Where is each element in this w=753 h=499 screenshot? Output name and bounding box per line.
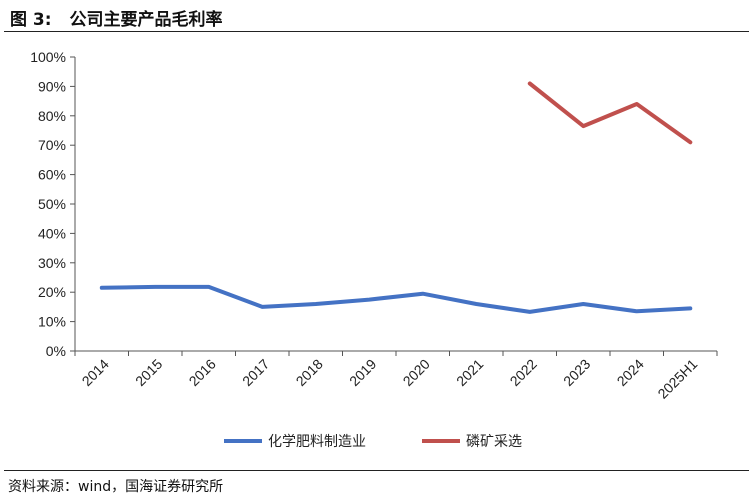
chart: 0% 10% 20% 30% 40% 50% 60% 70% 80% 90% 100% 2014 201… bbox=[30, 49, 718, 450]
x-tick-label: 2014 bbox=[79, 356, 112, 389]
chart-axes: 0% 10% 20% 30% 40% 50% 60% 70% 80% 90% 100% 2014 201… bbox=[30, 49, 718, 402]
x-tick-label: 2017 bbox=[239, 356, 272, 389]
x-tick-label: 2021 bbox=[453, 356, 486, 389]
y-tick-label: 80% bbox=[38, 108, 66, 124]
y-tick-label: 50% bbox=[38, 196, 66, 212]
y-tick-label: 100% bbox=[30, 49, 66, 65]
x-tick-label: 2023 bbox=[560, 356, 593, 389]
y-tick-label: 20% bbox=[38, 284, 66, 300]
y-tick-label: 90% bbox=[38, 78, 66, 94]
y-tick-label: 30% bbox=[38, 255, 66, 271]
y-tick-label: 70% bbox=[38, 137, 66, 153]
x-tick-label: 2018 bbox=[293, 356, 326, 389]
legend-label-1: 磷矿采选 bbox=[466, 434, 522, 450]
x-tick-label: 2022 bbox=[507, 356, 540, 389]
y-tick-label: 60% bbox=[38, 167, 66, 183]
x-tick-label: 2019 bbox=[346, 356, 379, 389]
x-tick-label: 2015 bbox=[132, 356, 165, 389]
y-tick-label: 0% bbox=[46, 343, 66, 359]
top-rule bbox=[4, 31, 749, 32]
series-line-1 bbox=[527, 81, 693, 145]
chart-legend: 化学肥料制造业 磷矿采选 bbox=[224, 434, 522, 450]
figure-number: 图 3: bbox=[10, 9, 52, 30]
y-tick-label: 10% bbox=[38, 314, 66, 330]
figure-header: 图 3: 公司主要产品毛利率 bbox=[10, 4, 743, 30]
legend-label-0: 化学肥料制造业 bbox=[268, 434, 366, 450]
x-tick-label: 2020 bbox=[400, 356, 433, 389]
x-tick-label: 2024 bbox=[614, 356, 647, 389]
bottom-rule bbox=[4, 470, 749, 471]
series-line-0 bbox=[99, 284, 693, 314]
chart-series bbox=[99, 81, 693, 314]
source-note: 资料来源：wind，国海证券研究所 bbox=[8, 479, 224, 495]
x-tick-label: 2016 bbox=[186, 356, 219, 389]
y-tick-label: 40% bbox=[38, 225, 66, 241]
figure-title: 公司主要产品毛利率 bbox=[69, 9, 223, 30]
x-tick-label: 2025H1 bbox=[654, 356, 700, 402]
